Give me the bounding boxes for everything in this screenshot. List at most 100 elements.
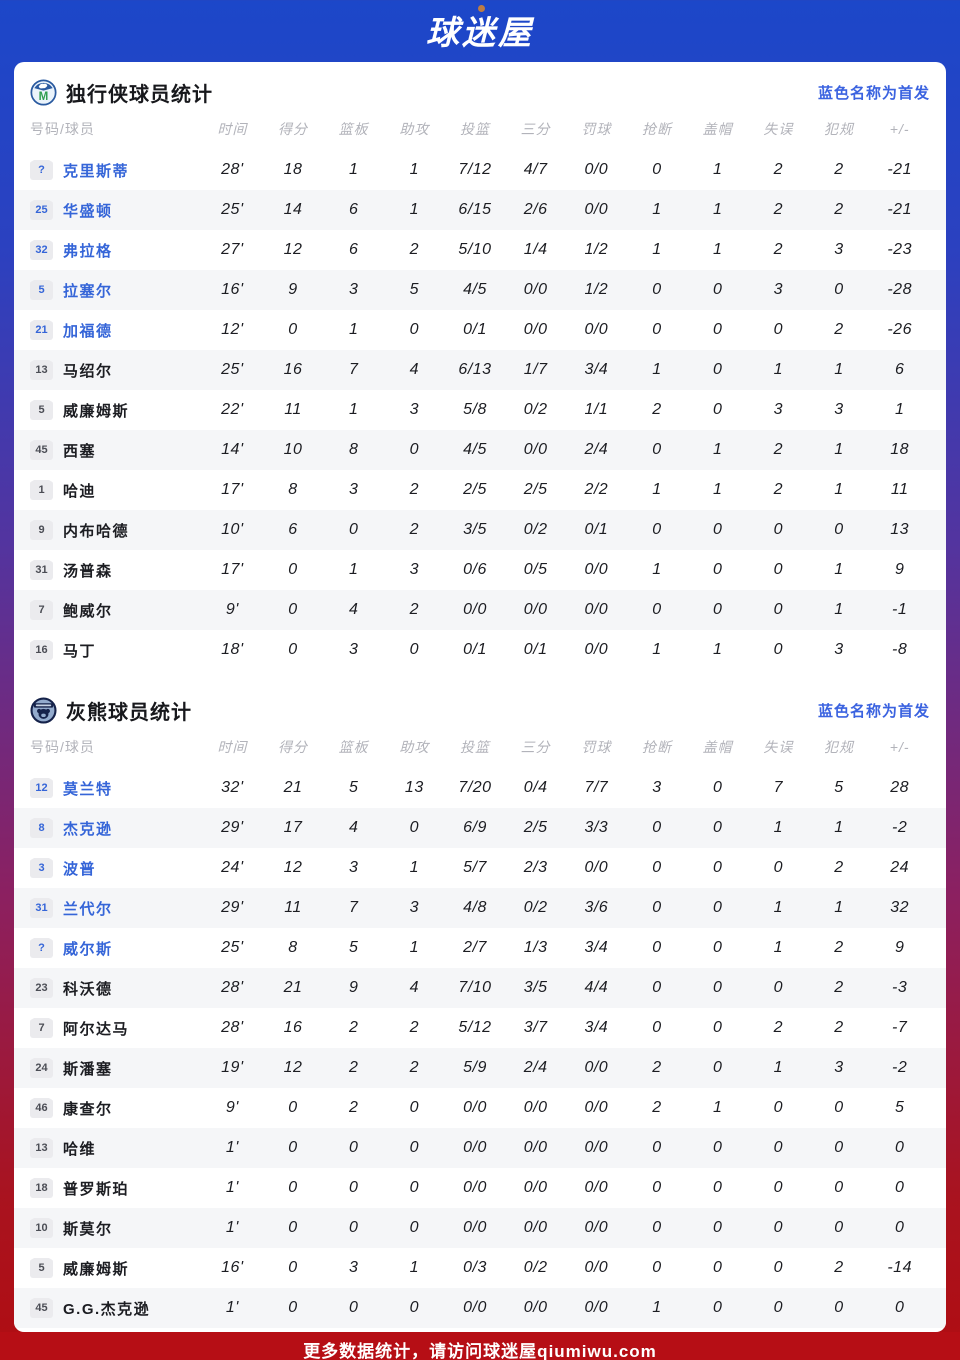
jersey-number-badge: 12 <box>30 778 53 798</box>
stat-cell: 1 <box>894 401 905 418</box>
stat-cell: 0 <box>348 521 359 538</box>
stat-cell: 0/0 <box>523 441 548 458</box>
player-name: 华盛顿 <box>63 202 113 220</box>
stat-cell: 24' <box>221 859 244 876</box>
stat-cell: 0/0 <box>523 1299 548 1316</box>
stat-cell: 0 <box>288 1179 298 1196</box>
jersey-number-badge: 5 <box>30 400 53 420</box>
player-row[interactable]: ? 威尔斯 25' 8 5 1 2/7 1/3 3/4 0 0 1 2 9 <box>14 928 946 968</box>
stat-cell: 4 <box>409 361 420 378</box>
player-row[interactable]: 45 G.G.杰克逊 1' 0 0 0 0/0 0/0 0/0 1 0 0 0 0 <box>14 1288 946 1328</box>
stat-cell: 2 <box>348 1059 359 1076</box>
player-row[interactable]: 32 弗拉格 27' 12 6 2 5/10 1/4 1/2 1 1 2 3 -23 <box>14 230 946 270</box>
stat-cell: 9 <box>288 281 298 298</box>
jersey-number-badge: 13 <box>30 1138 53 1158</box>
stat-cell: 0/0 <box>584 1139 609 1156</box>
stat-cell: 6 <box>288 521 298 538</box>
player-name: 加福德 <box>63 322 113 340</box>
jersey-number-badge: 45 <box>30 440 53 460</box>
stat-cell: 0 <box>288 1139 298 1156</box>
player-row[interactable]: 1 哈迪 17' 8 3 2 2/5 2/5 2/2 1 1 2 1 11 <box>14 470 946 510</box>
player-row[interactable]: 12 莫兰特 32' 21 5 13 7/20 0/4 7/7 3 0 7 5 28 <box>14 768 946 808</box>
column-header: 罚球 <box>581 121 612 137</box>
player-row[interactable]: 31 兰代尔 29' 11 7 3 4/8 0/2 3/6 0 0 1 1 32 <box>14 888 946 928</box>
player-name: G.G.杰克逊 <box>63 1300 151 1318</box>
stat-cell: 2 <box>409 481 420 498</box>
stat-cell: 3 <box>348 859 359 876</box>
stat-cell: 0 <box>652 1179 662 1196</box>
player-row[interactable]: 8 杰克逊 29' 17 4 0 6/9 2/5 3/3 0 0 1 1 -2 <box>14 808 946 848</box>
column-header: 犯规 <box>823 739 854 755</box>
stat-cell: 3/3 <box>584 819 609 836</box>
player-row[interactable]: 13 哈维 1' 0 0 0 0/0 0/0 0/0 0 0 0 0 0 <box>14 1128 946 1168</box>
player-row[interactable]: 16 马丁 18' 0 3 0 0/1 0/1 0/0 1 1 0 3 -8 <box>14 630 946 670</box>
player-row[interactable]: 5 威廉姆斯 16' 0 3 1 0/3 0/2 0/0 0 0 0 2 -14 <box>14 1248 946 1288</box>
stat-cell: 0 <box>712 939 723 956</box>
player-row[interactable]: 46 康查尔 9' 0 2 0 0/0 0/0 0/0 2 1 0 0 5 <box>14 1088 946 1128</box>
stat-cell: 0 <box>712 361 723 378</box>
player-name: 杰克逊 <box>63 820 113 838</box>
player-row[interactable]: 18 普罗斯珀 1' 0 0 0 0/0 0/0 0/0 0 0 0 0 0 <box>14 1168 946 1208</box>
stat-cell: 0 <box>712 819 723 836</box>
jersey-number-badge: 31 <box>30 898 53 918</box>
stat-cell: 0 <box>652 899 662 916</box>
player-row[interactable]: 21 加福德 12' 0 1 0 0/1 0/0 0/0 0 0 0 2 -26 <box>14 310 946 350</box>
stat-cell: 1/2 <box>584 241 609 258</box>
stat-cell: 3 <box>348 641 359 658</box>
player-cell: 10 斯莫尔 <box>30 1218 202 1239</box>
stat-cell: 1 <box>409 939 420 956</box>
stat-cell: 0/0 <box>584 201 609 218</box>
stat-cell: 1/4 <box>523 241 548 258</box>
stat-cell: 0/3 <box>463 1259 487 1276</box>
column-header: 抢断 <box>641 121 672 137</box>
stat-cell: 1' <box>225 1139 239 1156</box>
column-header: 抢断 <box>641 739 672 755</box>
stat-cell: 0 <box>652 281 662 298</box>
stat-cell: 1 <box>409 161 420 178</box>
player-row[interactable]: 13 马绍尔 25' 16 7 4 6/13 1/7 3/4 1 0 1 1 6 <box>14 350 946 390</box>
player-row[interactable]: 24 斯潘塞 19' 12 2 2 5/9 2/4 0/0 2 0 1 3 -2 <box>14 1048 946 1088</box>
stat-cell: 1/3 <box>523 939 548 956</box>
stat-cell: 0 <box>773 321 784 338</box>
stat-cell: 1 <box>773 899 784 916</box>
stat-cell: 18' <box>221 641 244 658</box>
stat-cell: 0/0 <box>584 561 609 578</box>
player-name: 斯莫尔 <box>63 1220 113 1238</box>
player-cell: ? 威尔斯 <box>30 938 202 959</box>
player-name: 汤普森 <box>63 562 113 580</box>
jersey-number-badge: ? <box>30 938 53 958</box>
player-row[interactable]: 23 科沃德 28' 21 9 4 7/10 3/5 4/4 0 0 0 2 -3 <box>14 968 946 1008</box>
stat-cell: 8 <box>288 481 298 498</box>
player-row[interactable]: 5 拉塞尔 16' 9 3 5 4/5 0/0 1/2 0 0 3 0 -28 <box>14 270 946 310</box>
app-logo: 球迷屋 <box>426 5 534 54</box>
stat-cell: 9' <box>225 1099 239 1116</box>
stat-cell: 0 <box>712 321 723 338</box>
stat-cell: 9 <box>894 561 905 578</box>
stat-cell: 0 <box>834 1179 844 1196</box>
stat-cell: 1 <box>409 1259 420 1276</box>
player-row[interactable]: 45 西塞 14' 10 8 0 4/5 0/0 2/4 0 1 2 1 18 <box>14 430 946 470</box>
stat-cell: 2 <box>834 201 844 218</box>
stat-cell: 0 <box>652 1019 662 1036</box>
stat-cell: 1' <box>225 1179 239 1196</box>
stat-cell: 3/6 <box>584 899 609 916</box>
player-row[interactable]: 25 华盛顿 25' 14 6 1 6/15 2/6 0/0 1 1 2 2 -21 <box>14 190 946 230</box>
table-header-row: 号码/球员 时间 得分 篮板 助攻 投篮 三分 罚球 抢断 盖帽 失误 犯规 +/- <box>14 108 946 150</box>
stat-cell: 5 <box>409 281 420 298</box>
player-row[interactable]: ? 克里斯蒂 28' 18 1 1 7/12 4/7 0/0 0 1 2 2 -21 <box>14 150 946 190</box>
stat-cell: 2 <box>834 979 844 996</box>
player-row[interactable]: 9 内布哈德 10' 6 0 2 3/5 0/2 0/1 0 0 0 0 13 <box>14 510 946 550</box>
stat-cell: 0 <box>652 939 662 956</box>
stat-cell: 10' <box>221 521 244 538</box>
app-logo-text: 球迷屋 <box>426 14 534 51</box>
player-cell: 45 西塞 <box>30 440 202 461</box>
player-row[interactable]: 31 汤普森 17' 0 1 3 0/6 0/5 0/0 1 0 0 1 9 <box>14 550 946 590</box>
player-row[interactable]: 10 斯莫尔 1' 0 0 0 0/0 0/0 0/0 0 0 0 0 0 <box>14 1208 946 1248</box>
stat-cell: 5/12 <box>458 1019 492 1036</box>
player-row[interactable]: 5 威廉姆斯 22' 11 1 3 5/8 0/2 1/1 2 0 3 3 1 <box>14 390 946 430</box>
player-row[interactable]: 7 鲍威尔 9' 0 4 2 0/0 0/0 0/0 0 0 0 1 -1 <box>14 590 946 630</box>
player-row[interactable]: 7 阿尔达马 28' 16 2 2 5/12 3/7 3/4 0 0 2 2 -7 <box>14 1008 946 1048</box>
jersey-number-badge: 8 <box>30 818 53 838</box>
player-row[interactable]: 3 波普 24' 12 3 1 5/7 2/3 0/0 0 0 0 2 24 <box>14 848 946 888</box>
stat-cell: 2 <box>773 161 784 178</box>
